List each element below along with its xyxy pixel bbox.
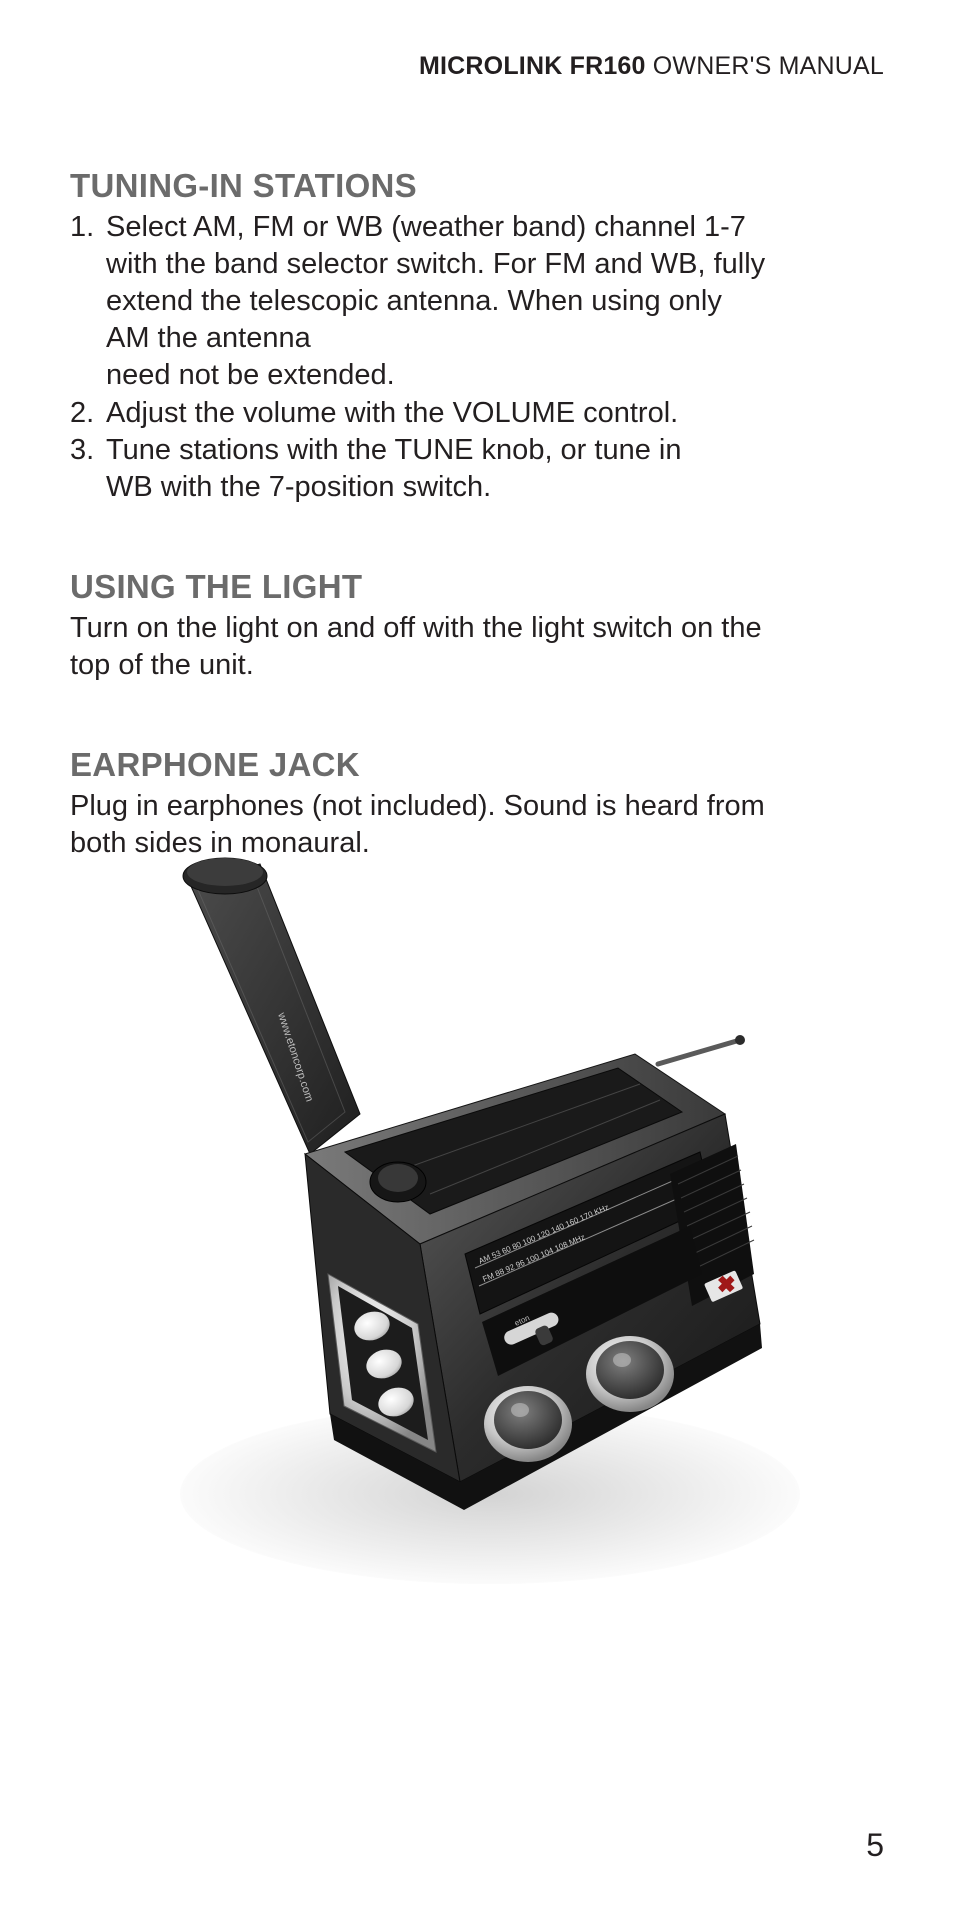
list-text: Tune stations with the TUNE knob, or tun…: [106, 432, 884, 506]
section-earphone: EARPHONE JACK Plug in earphones (not inc…: [70, 746, 884, 862]
header-product: MICROLINK FR160: [419, 52, 646, 80]
line: AM the antenna: [106, 320, 884, 357]
crank-arm: www.etoncorp.com: [183, 858, 360, 1154]
line: top of the unit.: [70, 647, 884, 684]
page-number: 5: [866, 1827, 884, 1864]
line: Tune stations with the TUNE knob, or tun…: [106, 432, 884, 469]
tune-knob: [586, 1336, 674, 1412]
antenna: [658, 1040, 740, 1064]
section-light: USING THE LIGHT Turn on the light on and…: [70, 568, 884, 684]
antenna-tip: [735, 1035, 745, 1045]
line: Select AM, FM or WB (weather band) chann…: [106, 209, 884, 246]
section-tuning: TUNING-IN STATIONS 1. Select AM, FM or W…: [70, 167, 884, 506]
earphone-body: Plug in earphones (not included). Sound …: [70, 788, 884, 862]
line: WB with the 7-position switch.: [106, 469, 884, 506]
light-body: Turn on the light on and off with the li…: [70, 610, 884, 684]
line: Turn on the light on and off with the li…: [70, 610, 884, 647]
line: need not be extended.: [106, 357, 884, 394]
list-number: 2.: [70, 395, 106, 432]
list-text: Select AM, FM or WB (weather band) chann…: [106, 209, 884, 395]
line: Adjust the volume with the VOLUME contro…: [106, 395, 884, 432]
line: Plug in earphones (not included). Sound …: [70, 788, 884, 825]
page-header: MICROLINK FR160 OWNER'S MANUAL: [70, 52, 884, 81]
volume-knob: [484, 1386, 572, 1462]
line: extend the telescopic antenna. When usin…: [106, 283, 884, 320]
header-doc-type: OWNER'S MANUAL: [646, 52, 884, 80]
light-title: USING THE LIGHT: [70, 568, 884, 606]
product-illustration: www.etoncorp.com AM 53 60 80 100 120 140…: [130, 854, 850, 1634]
list-number: 3.: [70, 432, 106, 506]
line: with the band selector switch. For FM an…: [106, 246, 884, 283]
list-number: 1.: [70, 209, 106, 395]
list-text: Adjust the volume with the VOLUME contro…: [106, 395, 884, 432]
tuning-list: 1. Select AM, FM or WB (weather band) ch…: [70, 209, 884, 506]
tuning-title: TUNING-IN STATIONS: [70, 167, 884, 205]
earphone-title: EARPHONE JACK: [70, 746, 884, 784]
